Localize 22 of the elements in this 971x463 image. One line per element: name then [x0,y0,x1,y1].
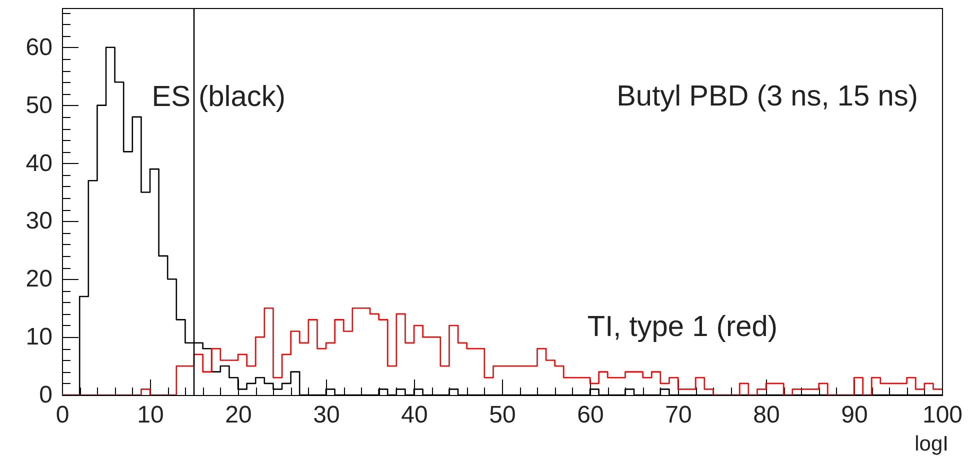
y-tick-label: 10 [26,324,52,351]
y-tick-label: 40 [26,150,52,177]
y-tick-label: 30 [26,208,52,235]
x-tick-label: 90 [841,402,868,428]
x-tick-label: 40 [401,402,428,428]
x-tick-label: 60 [577,402,604,428]
x-tick-label: 0 [56,402,70,428]
annotation: TI, type 1 (red) [587,310,778,343]
x-tick-label: 10 [137,402,164,428]
x-tick-label: 70 [665,402,692,428]
text: Butyl PBD (3 ns, 15 ns) [616,80,918,113]
x-tick-label: 30 [313,402,340,428]
y-tick-label: 50 [26,92,52,119]
y-tick-label: 0 [39,382,52,408]
x-axis-title: logI [914,432,948,456]
annotation: ES (black) [152,81,286,114]
y-tick-label: 20 [26,266,52,293]
x-tick-label: 100 [922,402,963,428]
x-tick-label: 50 [489,402,516,428]
x-tick-label: 80 [753,402,780,428]
y-tick-label: 60 [26,34,52,61]
x-tick-label: 20 [225,402,252,428]
